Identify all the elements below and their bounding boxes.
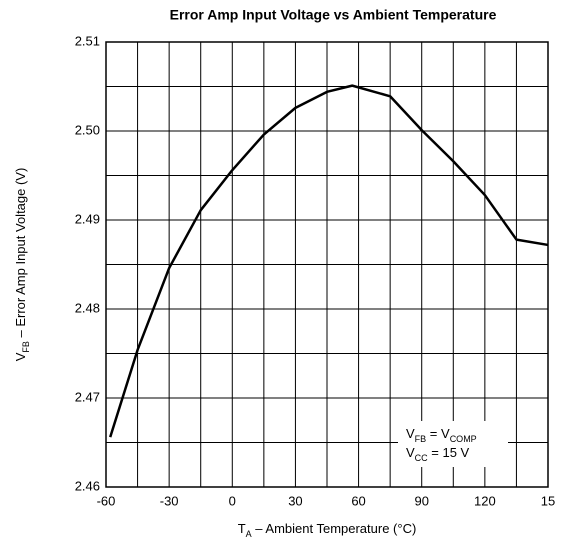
annotation-sub: FB (415, 434, 427, 444)
y-tick-label: 2.51 (75, 33, 100, 48)
y-tick-label: 2.47 (75, 389, 100, 404)
x-tick-label: 120 (474, 493, 496, 508)
xlabel-text: T (238, 521, 246, 536)
annotation-sub: COMP (450, 434, 477, 444)
annotation-text: V (406, 426, 415, 441)
xlabel-text: – Ambient Temperature (°C) (252, 521, 417, 536)
xlabel: TA – Ambient Temperature (°C) (238, 521, 417, 539)
annotation-text: = 15 V (428, 445, 470, 460)
plot-frame (105, 41, 549, 488)
chart-title: Error Amp Input Voltage vs Ambient Tempe… (170, 7, 497, 23)
annotation-sub: CC (415, 453, 428, 463)
y-tick-label: 2.48 (75, 300, 100, 315)
x-tick-label: 0 (229, 493, 236, 508)
y-tick-label: 2.49 (75, 211, 100, 226)
x-tick-label: 15 (541, 493, 555, 508)
ylabel: VFB – Error Amp Input Voltage (V) (13, 168, 31, 362)
x-tick-label: 90 (414, 493, 428, 508)
y-tick-label: 2.50 (75, 122, 100, 137)
annotation-text: V (406, 445, 415, 460)
ylabel-text: – Error Amp Input Voltage (V) (13, 168, 28, 341)
ylabel-sub: FB (21, 341, 31, 353)
line (109, 84, 549, 438)
ylabel-text: V (13, 352, 28, 361)
xlabel-sub: A (246, 529, 252, 539)
annotation-box (398, 421, 508, 467)
x-tick-label: 60 (351, 493, 365, 508)
annotation: VCC = 15 V (406, 445, 470, 463)
annotation: VFB = VCOMP (406, 426, 477, 444)
y-tick-label: 2.46 (75, 478, 100, 493)
x-tick-label: 30 (288, 493, 302, 508)
annotation-text: = V (426, 426, 450, 441)
x-tick-label: -60 (97, 493, 116, 508)
x-tick-label: -30 (160, 493, 179, 508)
